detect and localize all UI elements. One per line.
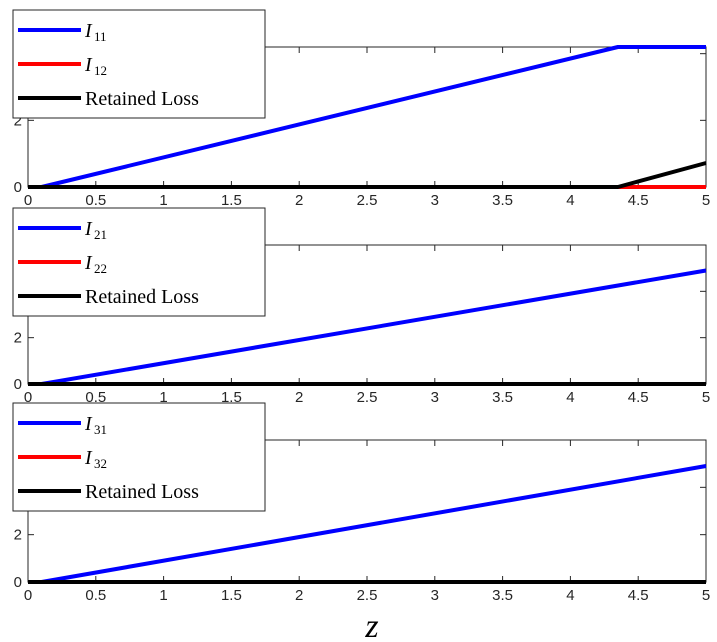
panel-1: 00.511.522.533.544.55024I11I12Retained L… (12, 9, 710, 209)
x-tick-label: 5 (702, 192, 710, 209)
x-tick-label: 4.5 (628, 587, 649, 604)
legend-label: I (84, 252, 93, 274)
x-tick-label: 1.5 (221, 587, 242, 604)
x-tick-label: 1 (159, 192, 167, 209)
x-tick-label: 1 (159, 587, 167, 604)
legend-label-subscript: 32 (94, 456, 107, 471)
x-tick-label: 4.5 (628, 192, 649, 209)
x-tick-label: 3.5 (492, 389, 513, 406)
legend-label-subscript: 11 (94, 29, 107, 44)
x-tick-label: 2 (295, 192, 303, 209)
x-tick-label: 4.5 (628, 389, 649, 406)
y-tick-label: 2 (14, 330, 22, 347)
x-tick-label: 0.5 (85, 587, 106, 604)
x-tick-label: 4 (566, 587, 574, 604)
x-tick-label: 2 (295, 587, 303, 604)
x-tick-label: 5 (702, 389, 710, 406)
legend-label: Retained Loss (85, 286, 199, 308)
legend-label-subscript: 31 (94, 422, 107, 437)
legend-label-subscript: 21 (94, 227, 107, 242)
chart-panels: 00.511.522.533.544.55024I11I12Retained L… (12, 9, 710, 604)
x-tick-label: 2.5 (357, 192, 378, 209)
legend-label-subscript: 22 (94, 261, 107, 276)
x-tick-label: 1 (159, 389, 167, 406)
x-tick-label: 2.5 (357, 389, 378, 406)
x-tick-label: 2 (295, 389, 303, 406)
x-tick-label: 3 (431, 389, 439, 406)
legend-label: I (84, 413, 93, 435)
legend-label: Retained Loss (85, 481, 199, 503)
x-tick-label: 3.5 (492, 192, 513, 209)
x-tick-label: 3 (431, 192, 439, 209)
x-tick-label: 3 (431, 587, 439, 604)
x-tick-label: 4 (566, 389, 574, 406)
panel-2: 00.511.522.533.544.550246I21I22Retained … (12, 207, 710, 406)
x-tick-label: 0 (24, 389, 32, 406)
x-axis-label: z (364, 608, 378, 642)
y-tick-label: 0 (14, 376, 22, 393)
y-tick-label: 0 (14, 574, 22, 591)
y-tick-label: 2 (14, 112, 22, 129)
legend-label: Retained Loss (85, 88, 199, 110)
legend-label-subscript: 12 (94, 63, 107, 78)
x-tick-label: 4 (566, 192, 574, 209)
legend-label: I (84, 218, 93, 240)
x-tick-label: 1.5 (221, 389, 242, 406)
x-tick-label: 2.5 (357, 587, 378, 604)
x-tick-label: 3.5 (492, 587, 513, 604)
legend-label: I (84, 447, 93, 469)
x-tick-label: 1.5 (221, 192, 242, 209)
x-tick-label: 0 (24, 587, 32, 604)
legend-label: I (84, 54, 93, 76)
x-tick-label: 0.5 (85, 389, 106, 406)
x-tick-label: 0.5 (85, 192, 106, 209)
series-line-retained-loss (28, 161, 707, 189)
x-tick-label: 0 (24, 192, 32, 209)
y-tick-label: 0 (14, 179, 22, 196)
panel-3: 00.511.522.533.544.550246I31I32Retained … (12, 402, 710, 604)
legend-label: I (84, 20, 93, 42)
y-tick-label: 2 (14, 527, 22, 544)
x-tick-label: 5 (702, 587, 710, 604)
